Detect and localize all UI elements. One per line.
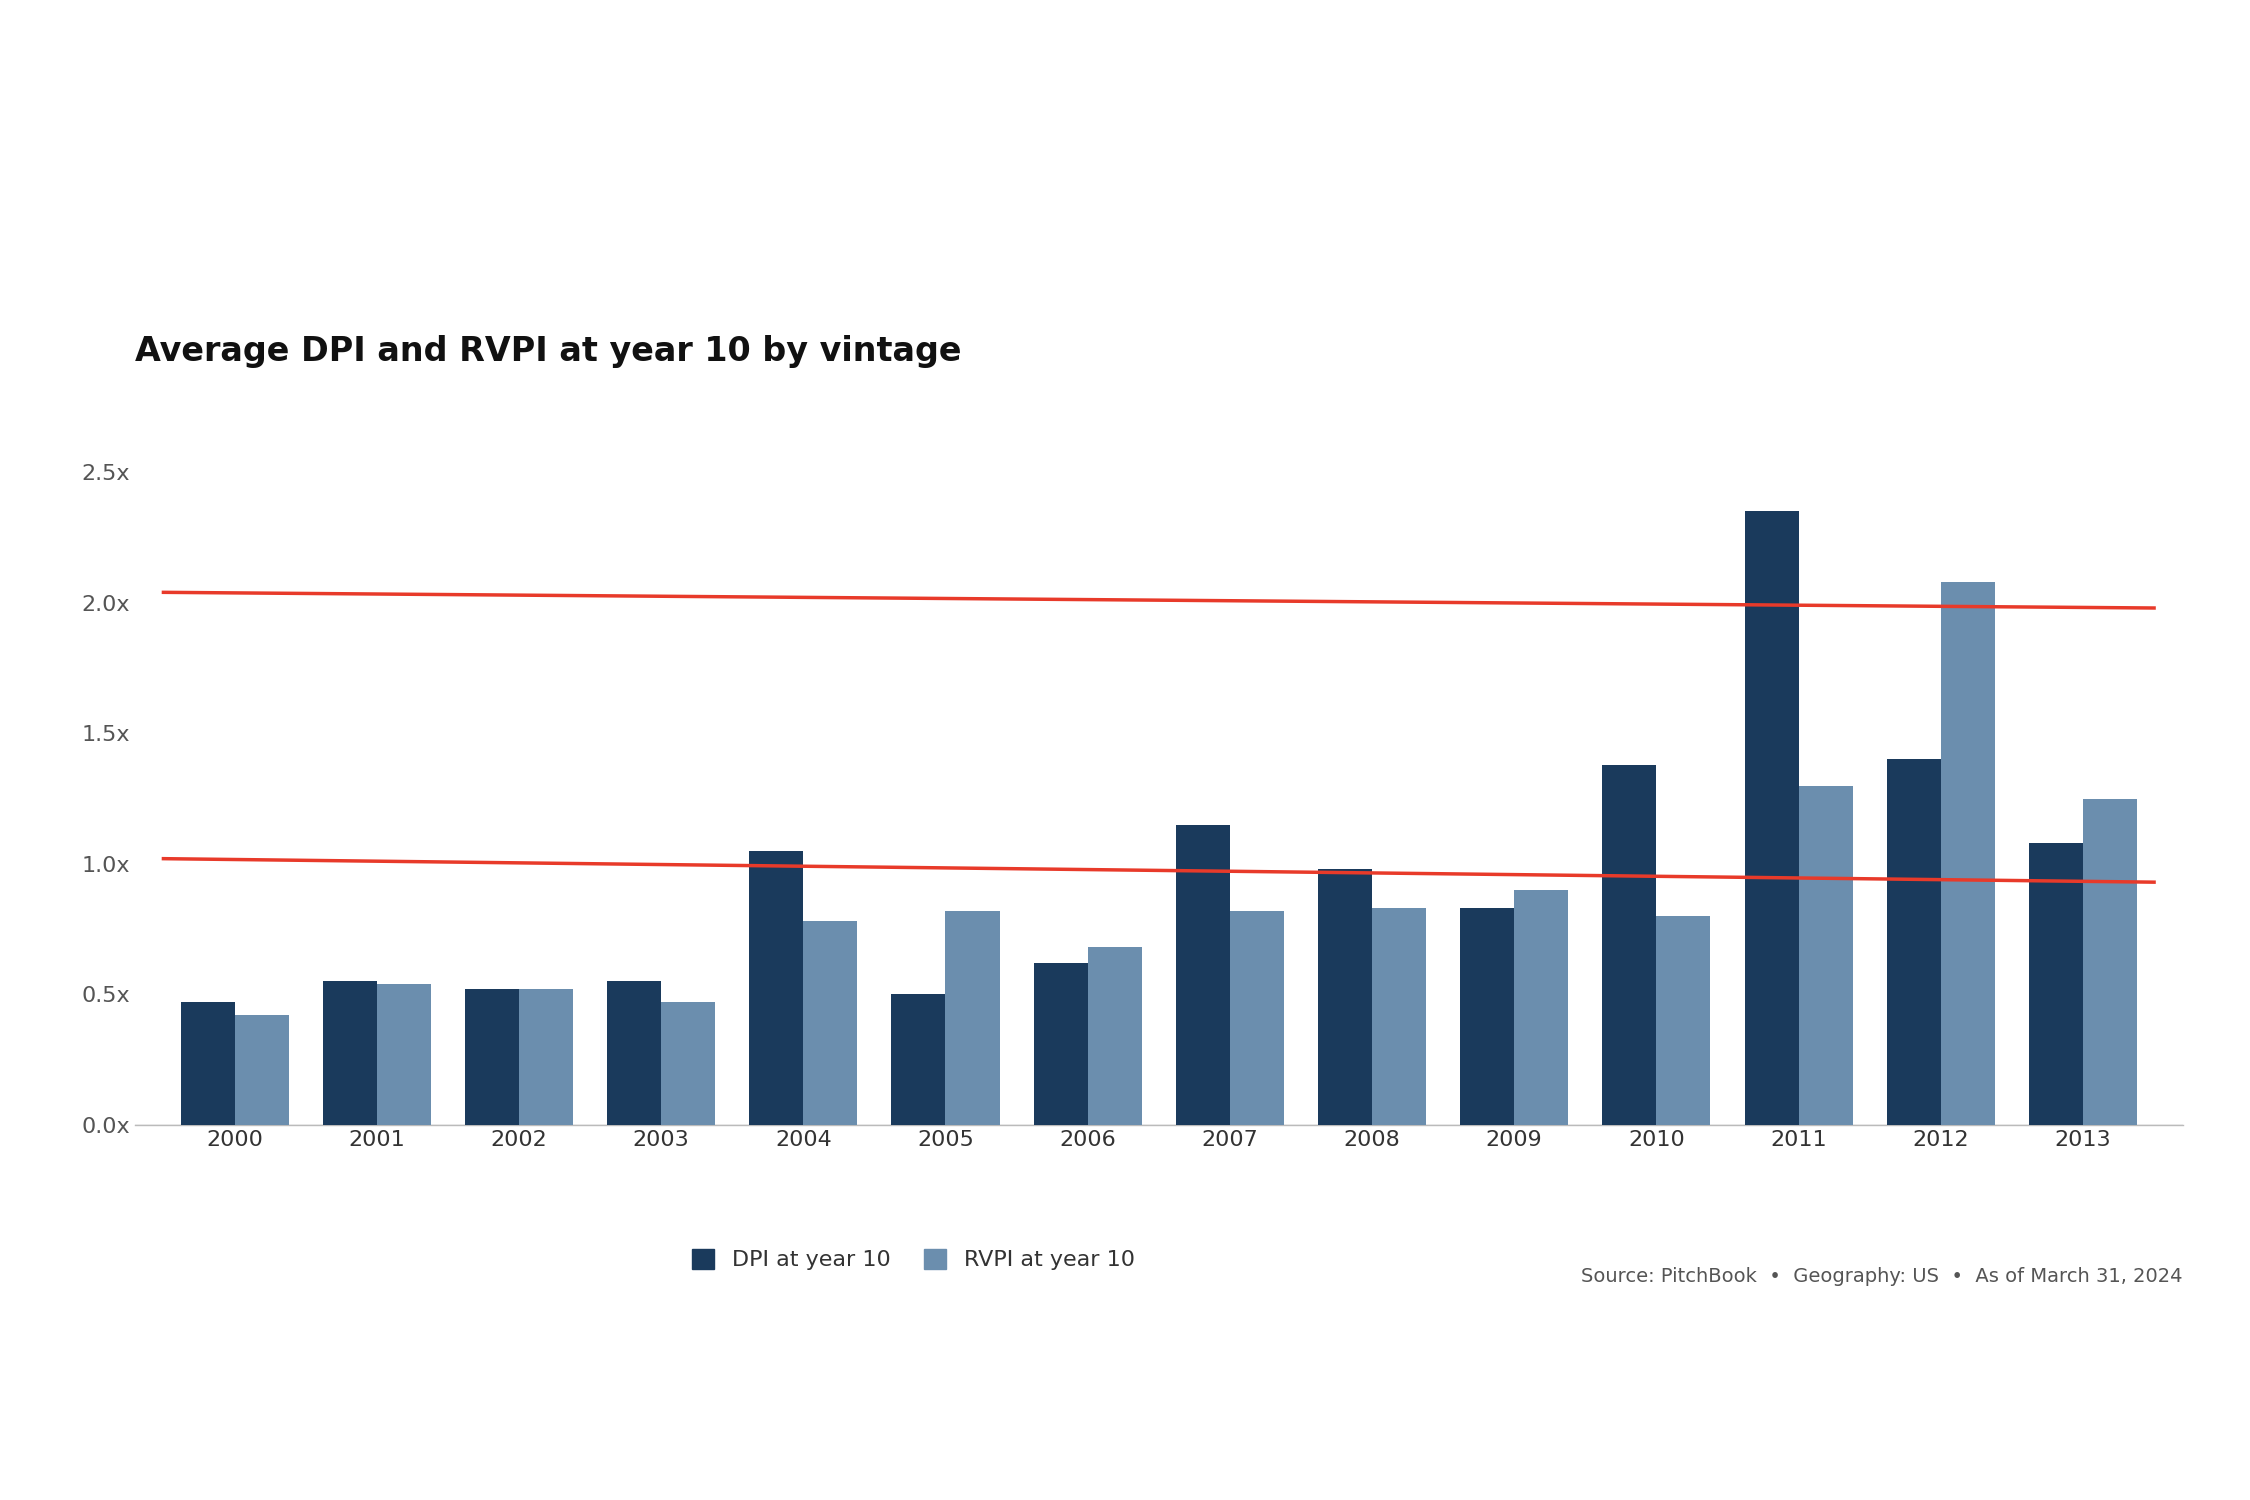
Bar: [234, 1016, 288, 1125]
Bar: [2084, 798, 2138, 1125]
Bar: [1942, 582, 1996, 1125]
Bar: [1177, 825, 1231, 1125]
Bar: [749, 850, 803, 1125]
Bar: [1318, 868, 1372, 1125]
Bar: [891, 994, 945, 1125]
Bar: [1087, 948, 1141, 1125]
Bar: [520, 988, 574, 1125]
Bar: [1514, 890, 1568, 1125]
Bar: [803, 921, 857, 1125]
Bar: [376, 984, 430, 1125]
Bar: [1888, 759, 1942, 1125]
Bar: [2030, 843, 2084, 1125]
Bar: [945, 910, 999, 1125]
Bar: [1033, 963, 1087, 1125]
Bar: [1602, 765, 1656, 1125]
Bar: [1656, 916, 1710, 1125]
Bar: [1798, 786, 1852, 1125]
Bar: [466, 988, 520, 1125]
Legend: DPI at year 10, RVPI at year 10: DPI at year 10, RVPI at year 10: [691, 1250, 1134, 1270]
Text: Source: PitchBook  •  Geography: US  •  As of March 31, 2024: Source: PitchBook • Geography: US • As o…: [1582, 1268, 2182, 1287]
Bar: [662, 1002, 716, 1125]
Bar: [1372, 909, 1426, 1125]
Bar: [1460, 909, 1514, 1125]
Text: Average DPI and RVPI at year 10 by vintage: Average DPI and RVPI at year 10 by vinta…: [135, 334, 961, 368]
Bar: [1744, 512, 1798, 1125]
Bar: [1231, 910, 1285, 1125]
Bar: [322, 981, 376, 1125]
Bar: [608, 981, 661, 1125]
Bar: [180, 1002, 234, 1125]
